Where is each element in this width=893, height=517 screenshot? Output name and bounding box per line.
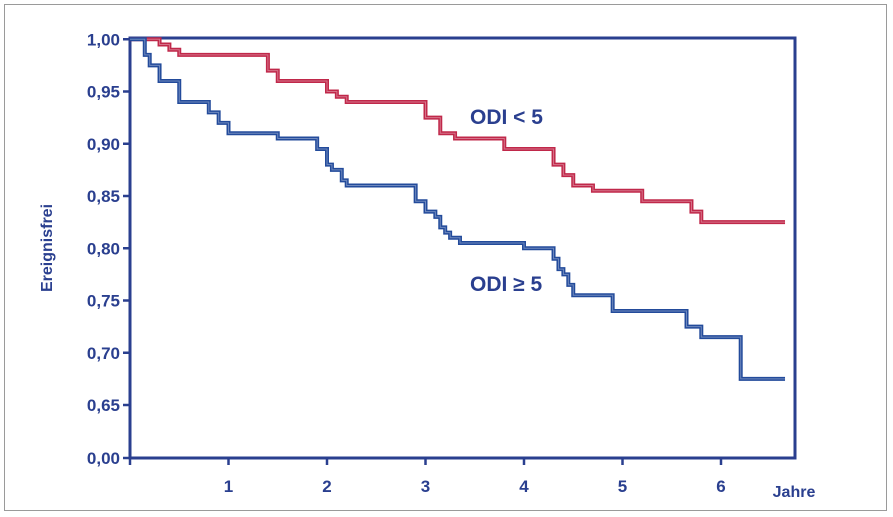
series-line-odi-low — [130, 37, 786, 225]
y-tick-label: 0,70 — [87, 344, 120, 363]
y-tick-label: 0,95 — [87, 83, 120, 102]
x-tick-label: 1 — [224, 477, 233, 496]
y-tick-label: 0,65 — [87, 396, 120, 415]
series-line-odi-high-highlight — [130, 38, 786, 380]
series-line-odi-high — [130, 37, 786, 381]
y-tick-label: 0,00 — [87, 449, 120, 468]
x-tick-label: 2 — [322, 477, 331, 496]
x-tick-label: 4 — [519, 477, 529, 496]
figure-frame — [4, 4, 887, 511]
series-label-odi-high: ODI ≥ 5 — [470, 273, 543, 296]
y-tick-label: 0,85 — [87, 187, 120, 206]
x-axis-ticks: 1 2 3 4 5 6 — [128, 458, 726, 496]
y-axis-label: Ereignisfrei — [39, 204, 56, 292]
plot-border — [128, 36, 797, 460]
y-tick-label: 1,00 — [87, 30, 120, 49]
x-tick-label: 3 — [421, 477, 430, 496]
x-axis-label: Jahre — [773, 484, 816, 501]
y-tick-label: 0,75 — [87, 292, 120, 311]
y-axis-ticks: 0,00 0,65 0,70 0,75 0,80 0,85 0,90 0,95 1,00 — [87, 30, 130, 468]
y-tick-label: 0,90 — [87, 135, 120, 154]
x-tick-label: 5 — [618, 477, 627, 496]
y-tick-label: 0,80 — [87, 239, 120, 258]
x-tick-label: 6 — [716, 477, 725, 496]
series-layer — [130, 37, 786, 381]
series-line-odi-low-highlight — [130, 38, 786, 223]
series-label-odi-low: ODI < 5 — [470, 106, 543, 129]
axes — [128, 36, 797, 460]
